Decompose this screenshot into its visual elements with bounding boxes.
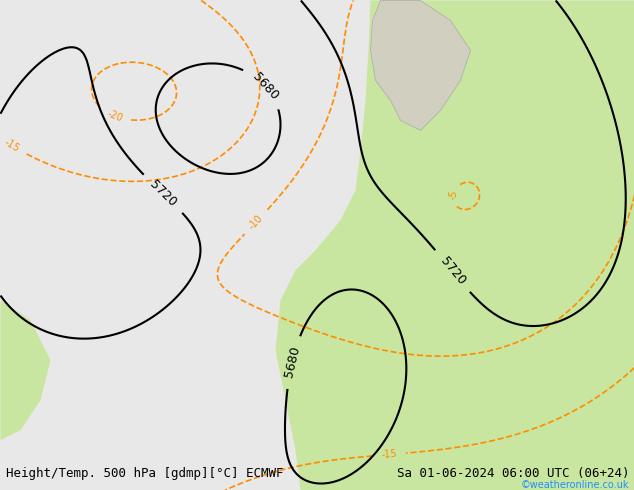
Text: ©weatheronline.co.uk: ©weatheronline.co.uk xyxy=(521,480,630,490)
Text: -5: -5 xyxy=(448,189,459,200)
Text: -20: -20 xyxy=(106,109,124,123)
Text: 5720: 5720 xyxy=(437,255,468,288)
Text: 5720: 5720 xyxy=(147,178,179,210)
Text: 5680: 5680 xyxy=(249,70,280,102)
Text: -10: -10 xyxy=(247,213,265,231)
Text: Sa 01-06-2024 06:00 UTC (06+24): Sa 01-06-2024 06:00 UTC (06+24) xyxy=(397,467,630,480)
Polygon shape xyxy=(1,300,51,440)
Text: -15: -15 xyxy=(3,137,22,154)
Text: -15: -15 xyxy=(381,449,398,460)
Text: Height/Temp. 500 hPa [gdmp][°C] ECMWF: Height/Temp. 500 hPa [gdmp][°C] ECMWF xyxy=(6,467,283,480)
Polygon shape xyxy=(370,0,470,130)
Polygon shape xyxy=(276,0,634,490)
Text: 5680: 5680 xyxy=(282,345,302,379)
